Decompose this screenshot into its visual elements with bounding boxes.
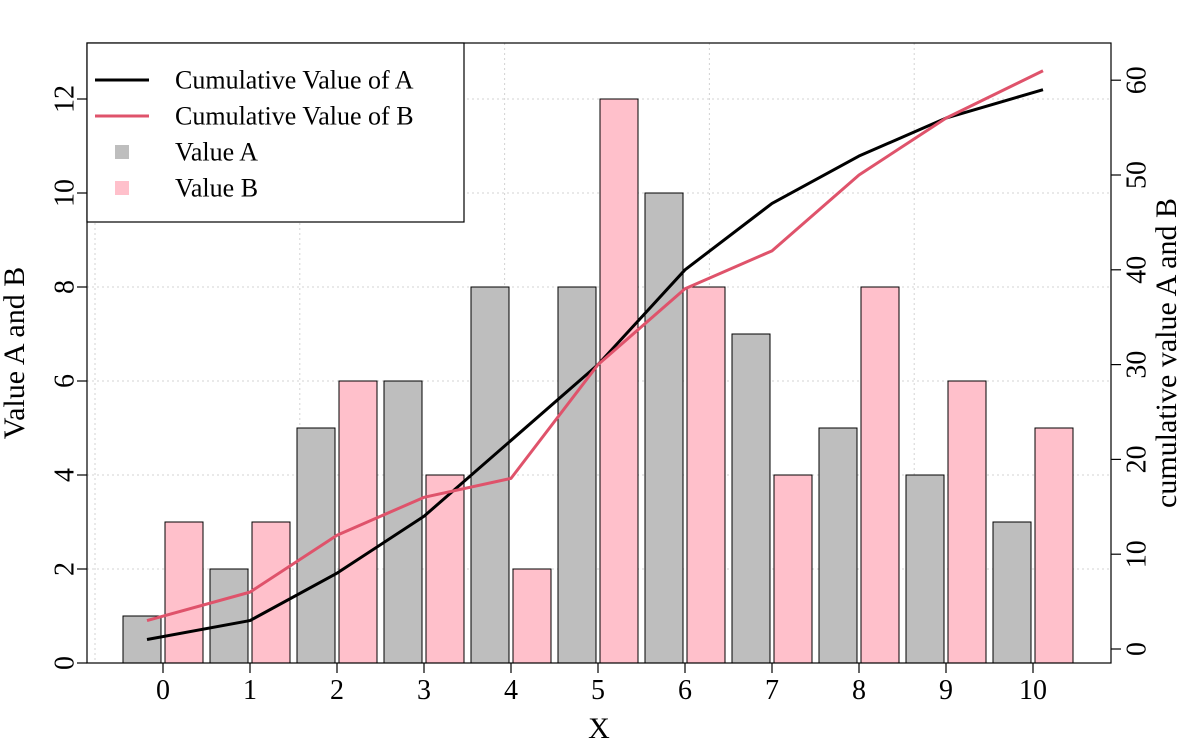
bar-value-b-7 bbox=[773, 474, 813, 664]
legend-swatch-square bbox=[115, 181, 129, 195]
bar-value-a-4 bbox=[470, 286, 510, 664]
bar-value-b-2 bbox=[338, 380, 378, 664]
bar-value-b-5 bbox=[599, 98, 639, 664]
legend-label: Value B bbox=[175, 174, 258, 203]
legend-label: Cumulative Value of B bbox=[175, 102, 414, 131]
bar-value-b-1 bbox=[251, 521, 291, 664]
bar-value-a-8 bbox=[818, 427, 858, 664]
legend-label: Value A bbox=[175, 138, 258, 167]
y2-tick-label: 60 bbox=[1122, 66, 1153, 94]
line-cumulative-value-of-b bbox=[146, 69, 1044, 623]
bar-value-b-9 bbox=[947, 380, 987, 664]
legend-swatch-square bbox=[115, 145, 129, 159]
y2-tick-label: 30 bbox=[1122, 351, 1153, 379]
bar-value-b-10 bbox=[1034, 427, 1074, 664]
y2-tick-label: 0 bbox=[1122, 642, 1153, 656]
legend: Cumulative Value of A Cumulative Value of… bbox=[86, 42, 465, 223]
y2-tick-label: 40 bbox=[1122, 256, 1153, 284]
cumulative-lines bbox=[146, 69, 1044, 641]
y2-tick-label: 50 bbox=[1122, 161, 1153, 189]
x-tick-label: 9 bbox=[939, 675, 953, 706]
bar-value-a-2 bbox=[296, 427, 336, 664]
y2-tick-label: 20 bbox=[1122, 445, 1153, 473]
y-tick-label: 12 bbox=[50, 85, 81, 113]
y2-tick-label: 10 bbox=[1122, 540, 1153, 568]
bar-value-b-0 bbox=[164, 521, 204, 664]
y-tick-label: 10 bbox=[50, 179, 81, 207]
bar-value-a-1 bbox=[209, 568, 249, 664]
x-axis-title: X bbox=[588, 712, 610, 745]
x-tick-label: 8 bbox=[852, 675, 866, 706]
plot-frame bbox=[86, 42, 1112, 664]
y2-axis-title: cumulative value A and B bbox=[1150, 198, 1183, 508]
x-tick-label: 4 bbox=[504, 675, 518, 706]
bar-value-a-6 bbox=[644, 192, 684, 664]
bar-value-b-8 bbox=[860, 286, 900, 664]
bar-value-b-3 bbox=[425, 474, 465, 664]
x-tick-label: 3 bbox=[417, 675, 431, 706]
y-tick-label: 4 bbox=[50, 468, 81, 482]
x-tick-label: 7 bbox=[765, 675, 779, 706]
bars bbox=[122, 98, 1074, 664]
x-tick-label: 2 bbox=[330, 675, 344, 706]
bar-value-a-9 bbox=[905, 474, 945, 664]
y-tick-label: 2 bbox=[50, 562, 81, 576]
x-tick-label: 10 bbox=[1019, 675, 1047, 706]
bar-value-a-7 bbox=[731, 333, 771, 664]
legend-label: Cumulative Value of A bbox=[175, 66, 414, 95]
x-tick-label: 0 bbox=[156, 675, 170, 706]
y-axis-title: Value A and B bbox=[0, 267, 31, 440]
bar-value-a-5 bbox=[557, 286, 597, 664]
y-tick-label: 6 bbox=[50, 374, 81, 388]
bar-value-b-4 bbox=[512, 568, 552, 664]
bar-value-b-6 bbox=[686, 286, 726, 664]
y-tick-label: 8 bbox=[50, 280, 81, 294]
legend-box bbox=[86, 42, 465, 223]
x-tick-label: 5 bbox=[591, 675, 605, 706]
x-tick-label: 6 bbox=[678, 675, 692, 706]
bar-value-a-10 bbox=[992, 521, 1032, 664]
x-tick-label: 1 bbox=[243, 675, 257, 706]
y-tick-label: 0 bbox=[50, 656, 81, 670]
